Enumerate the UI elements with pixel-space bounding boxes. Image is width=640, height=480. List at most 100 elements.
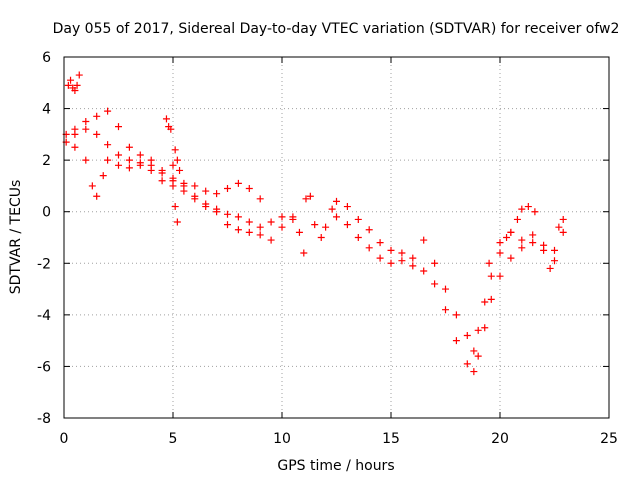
data-point bbox=[82, 156, 90, 164]
data-point bbox=[503, 234, 511, 241]
data-point bbox=[115, 151, 122, 159]
data-point bbox=[125, 164, 133, 172]
data-point bbox=[365, 244, 373, 252]
plot-frame bbox=[63, 56, 610, 419]
data-point bbox=[559, 215, 567, 223]
data-point bbox=[180, 187, 188, 195]
data-point bbox=[245, 185, 253, 193]
data-point bbox=[278, 223, 286, 231]
x-axis-label: GPS time / hours bbox=[277, 458, 394, 474]
data-point bbox=[546, 264, 554, 272]
data-point bbox=[529, 231, 537, 239]
data-point bbox=[173, 156, 181, 164]
series-arc-h-main-lower bbox=[333, 213, 567, 376]
data-point bbox=[317, 234, 325, 241]
data-point bbox=[452, 337, 460, 345]
data-point bbox=[169, 161, 177, 169]
series-arc-g-main-upper bbox=[333, 197, 539, 355]
data-point bbox=[202, 203, 210, 211]
data-point bbox=[328, 205, 336, 213]
data-point bbox=[376, 239, 384, 247]
series-arc-i-evening bbox=[485, 215, 567, 272]
data-point bbox=[487, 272, 495, 280]
data-point bbox=[333, 213, 340, 221]
data-point bbox=[136, 161, 144, 169]
data-point bbox=[420, 267, 428, 275]
series-arc-f-late-morning bbox=[289, 192, 336, 257]
data-point bbox=[442, 306, 449, 314]
series-arc-b-upper bbox=[62, 107, 264, 203]
data-point bbox=[529, 239, 537, 247]
data-point bbox=[115, 161, 122, 169]
x-tick-label: 10 bbox=[273, 431, 291, 447]
data-point bbox=[224, 185, 231, 193]
data-point bbox=[470, 368, 478, 376]
data-point bbox=[167, 125, 175, 133]
data-point bbox=[409, 254, 417, 262]
x-tick-label: 15 bbox=[382, 431, 400, 447]
data-point bbox=[302, 195, 310, 203]
data-point bbox=[115, 123, 122, 131]
data-point bbox=[496, 249, 504, 257]
series-arc-d-lower-dip bbox=[71, 143, 286, 244]
data-point bbox=[295, 228, 303, 236]
y-tick-label: 4 bbox=[42, 102, 51, 118]
data-point bbox=[125, 156, 133, 164]
data-point bbox=[191, 182, 199, 190]
x-tick-label: 0 bbox=[60, 431, 69, 447]
data-point bbox=[485, 259, 493, 267]
data-point bbox=[104, 156, 112, 164]
data-point bbox=[71, 130, 79, 138]
y-tick-label: -6 bbox=[37, 359, 51, 375]
data-point bbox=[551, 257, 558, 265]
data-points bbox=[62, 71, 567, 376]
data-point bbox=[409, 262, 417, 270]
data-point bbox=[431, 280, 439, 288]
data-point bbox=[507, 254, 515, 262]
data-point bbox=[387, 246, 395, 254]
data-point bbox=[354, 215, 362, 223]
axis-ticks bbox=[63, 56, 610, 419]
data-point bbox=[518, 205, 526, 213]
data-point bbox=[420, 236, 428, 244]
data-point bbox=[234, 179, 242, 187]
data-point bbox=[322, 223, 330, 231]
data-point bbox=[267, 236, 275, 244]
data-point bbox=[452, 311, 460, 319]
data-point bbox=[306, 192, 314, 200]
data-point bbox=[474, 326, 482, 334]
data-point bbox=[531, 208, 539, 216]
data-point bbox=[289, 213, 297, 221]
grid-lines bbox=[64, 57, 609, 418]
data-point bbox=[551, 246, 558, 254]
data-point bbox=[171, 146, 179, 154]
data-point bbox=[474, 352, 482, 360]
tick-labels: 0 5 10 15 20 25 -8 -6 -4 -2 0 2 4 6 bbox=[37, 50, 618, 447]
data-point bbox=[487, 295, 495, 303]
chart-title: Day 055 of 2017, Sidereal Day-to-day VTE… bbox=[53, 21, 620, 37]
data-point bbox=[224, 221, 231, 229]
data-point bbox=[496, 272, 504, 280]
y-tick-label: -4 bbox=[37, 308, 51, 324]
data-point bbox=[125, 143, 133, 151]
data-point bbox=[518, 236, 526, 244]
data-point bbox=[93, 112, 101, 120]
data-point bbox=[481, 324, 489, 332]
data-point bbox=[540, 241, 548, 249]
data-point bbox=[224, 210, 231, 218]
data-point bbox=[158, 177, 166, 185]
data-point bbox=[234, 226, 242, 234]
data-point bbox=[513, 215, 521, 223]
data-point bbox=[518, 244, 526, 252]
x-tick-label: 25 bbox=[600, 431, 618, 447]
data-point bbox=[463, 360, 471, 368]
data-point bbox=[481, 298, 489, 306]
data-point bbox=[176, 166, 184, 174]
data-point bbox=[169, 182, 177, 190]
data-point bbox=[524, 203, 532, 211]
data-point bbox=[311, 221, 319, 229]
data-point bbox=[136, 151, 144, 159]
data-point bbox=[213, 190, 221, 198]
data-point bbox=[88, 182, 96, 190]
data-point bbox=[71, 87, 79, 95]
